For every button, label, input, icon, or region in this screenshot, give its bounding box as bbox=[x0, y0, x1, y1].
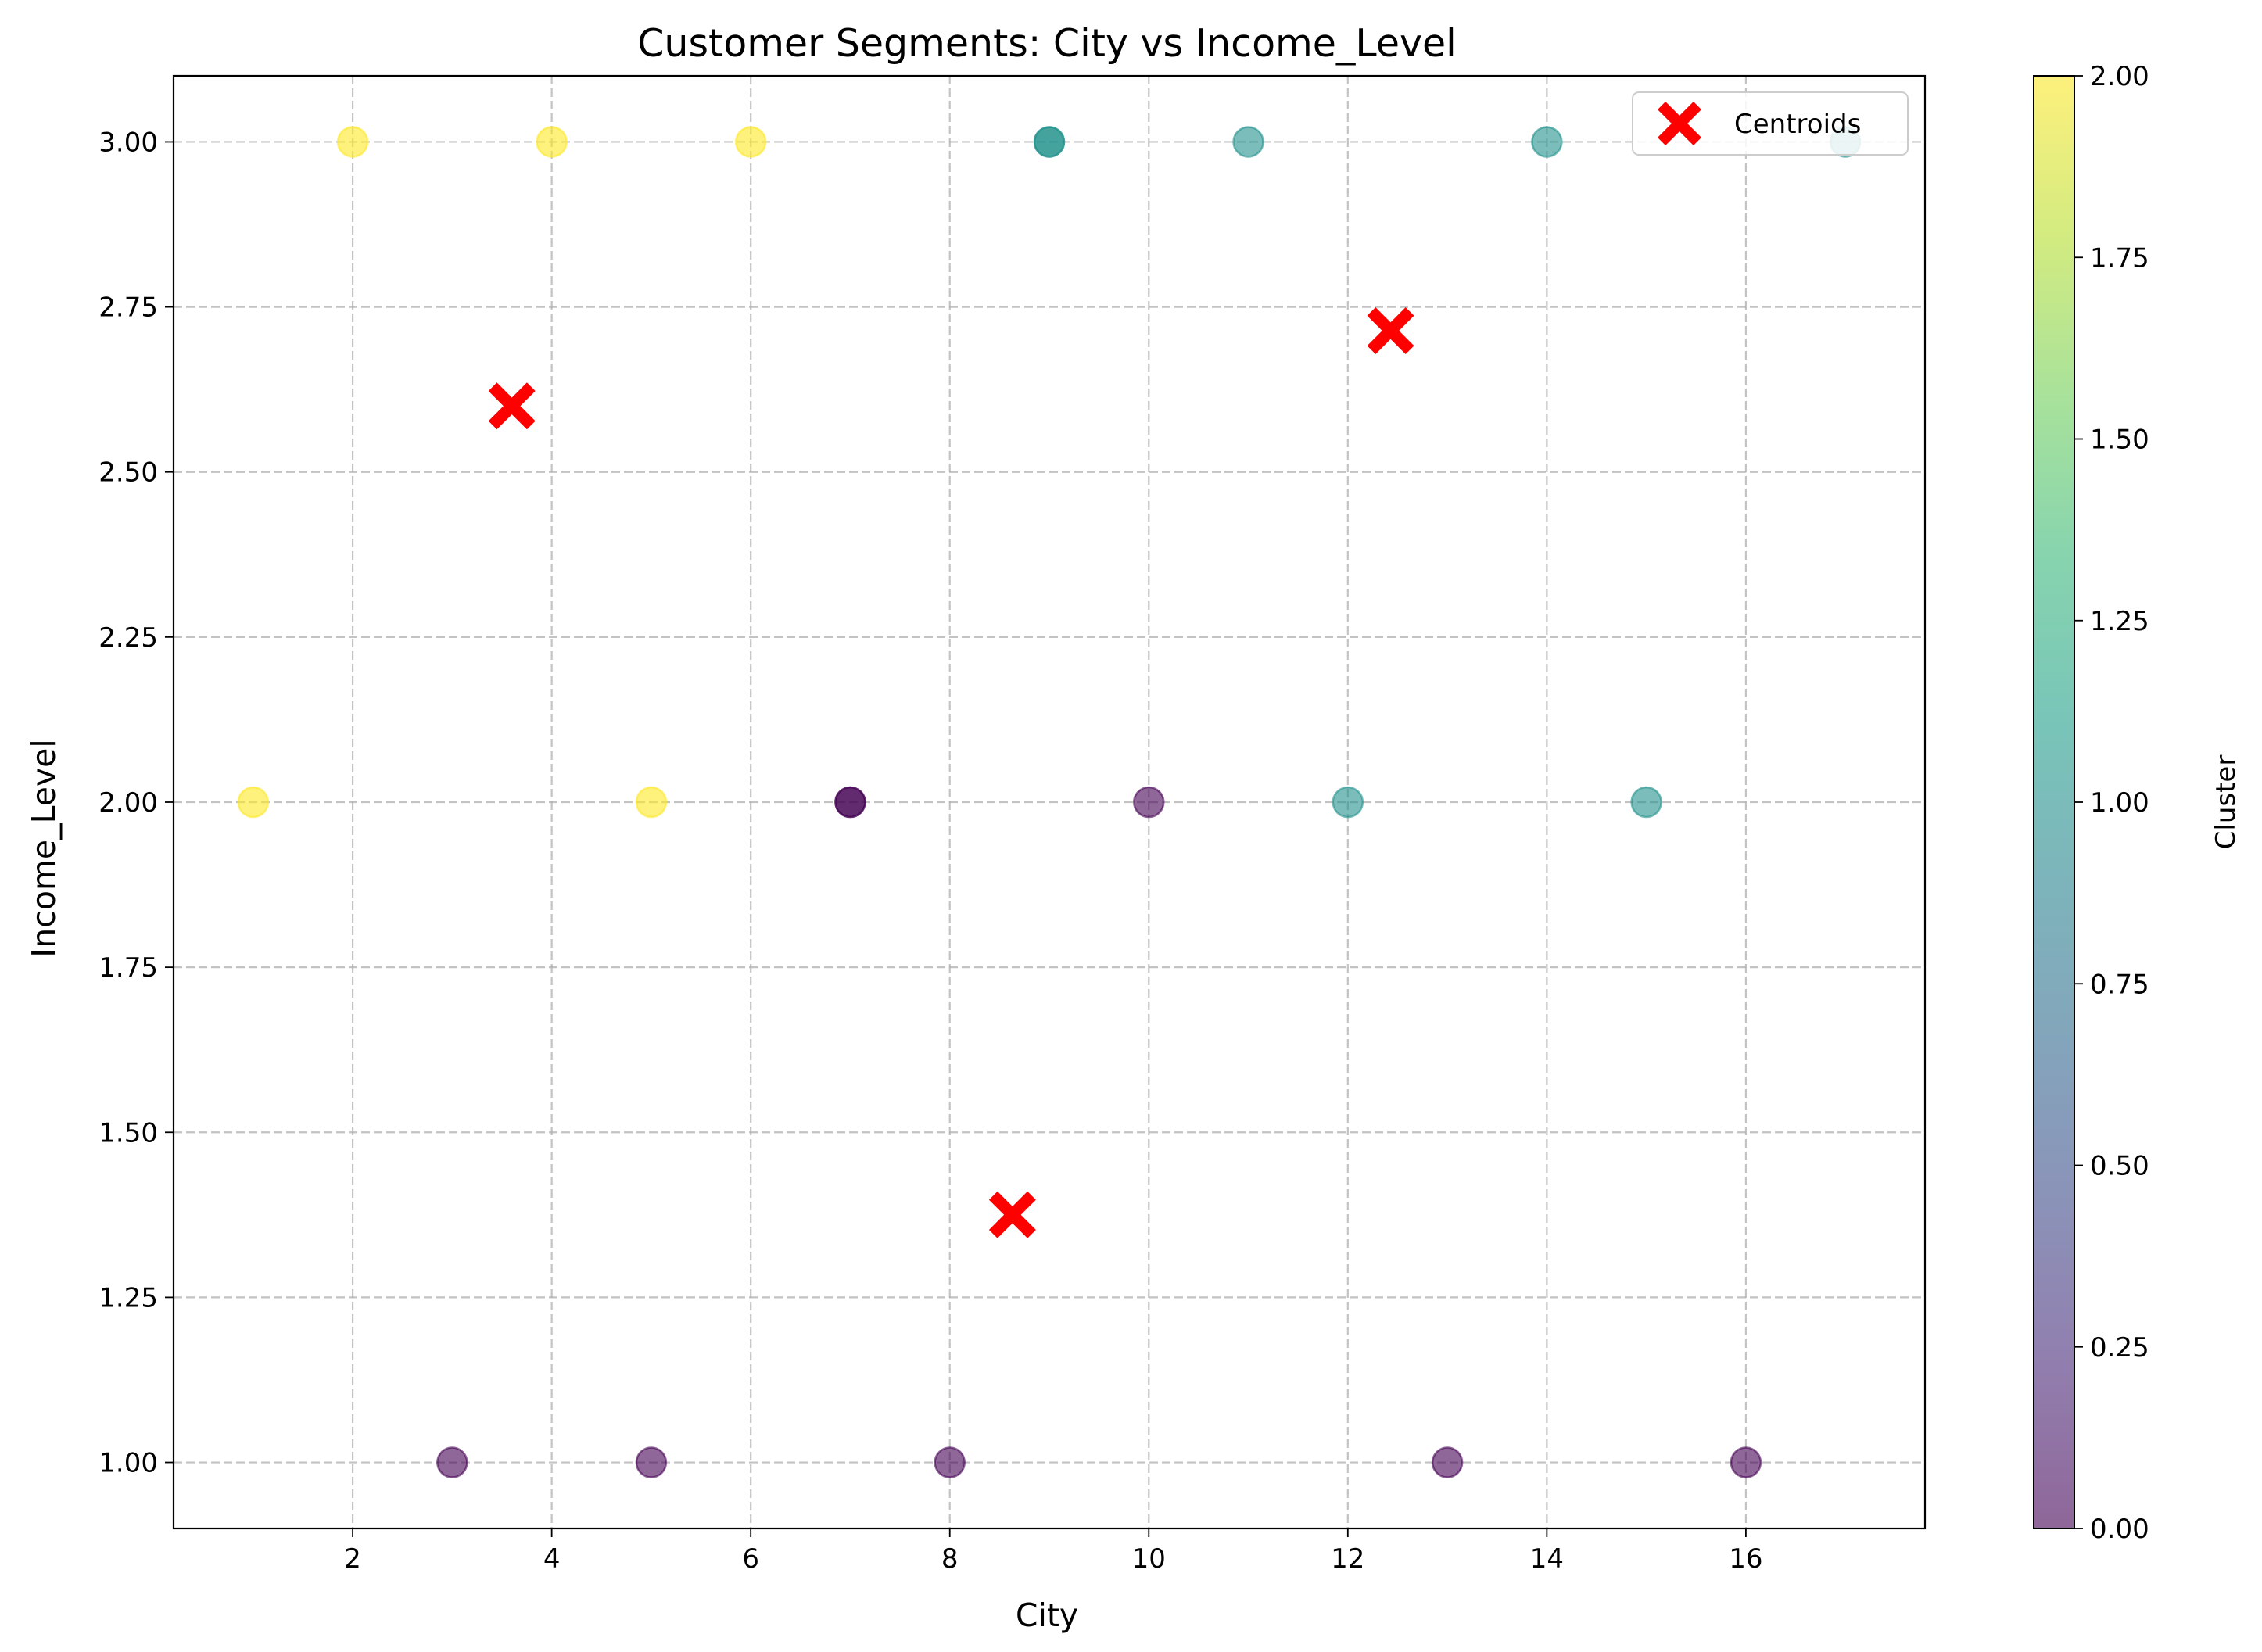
colorbar-tick-label: 1.00 bbox=[2090, 787, 2149, 819]
data-point bbox=[1033, 126, 1066, 158]
data-point bbox=[336, 126, 369, 158]
x-tick-label: 8 bbox=[941, 1543, 959, 1575]
y-tick-label: 1.75 bbox=[99, 952, 158, 984]
data-point bbox=[635, 1446, 668, 1478]
y-tick-label: 2.50 bbox=[99, 457, 158, 489]
y-tick-label: 2.75 bbox=[99, 292, 158, 324]
colorbar-gradient bbox=[2033, 75, 2075, 1529]
x-axis-label: City bbox=[1016, 1596, 1078, 1634]
data-point bbox=[1133, 786, 1165, 819]
colorbar-tick-label: 0.25 bbox=[2090, 1332, 2149, 1364]
centroid-marker bbox=[1367, 307, 1414, 354]
data-point bbox=[237, 786, 270, 819]
colorbar-tick-label: 1.25 bbox=[2090, 606, 2149, 637]
data-point bbox=[1431, 1446, 1464, 1478]
y-tick-label: 1.25 bbox=[99, 1282, 158, 1313]
data-point bbox=[436, 1446, 468, 1478]
colorbar-tick-label: 1.75 bbox=[2090, 242, 2149, 274]
colorbar-tick-label: 1.50 bbox=[2090, 425, 2149, 456]
x-tick-label: 12 bbox=[1331, 1543, 1364, 1575]
y-tick-label: 2.25 bbox=[99, 622, 158, 654]
x-tick-label: 14 bbox=[1530, 1543, 1564, 1575]
data-point bbox=[635, 786, 668, 819]
data-point bbox=[1531, 126, 1563, 158]
colorbar-ticks: 0.00 0.25 0.50 0.75 1.00 1.25 1.50 1.75 2.00 bbox=[2074, 61, 2149, 1545]
colorbar-tick-label: 0.75 bbox=[2090, 969, 2149, 1000]
legend: Centroids bbox=[1632, 91, 1909, 156]
y-tick-label: 1.50 bbox=[99, 1117, 158, 1149]
legend-centroid-icon bbox=[1658, 102, 1701, 145]
data-point bbox=[536, 126, 568, 158]
colorbar-tick-label: 0.50 bbox=[2090, 1151, 2149, 1182]
legend-box bbox=[1632, 91, 1909, 156]
y-tick-label: 3.00 bbox=[99, 127, 158, 158]
centroid-marker bbox=[488, 382, 536, 430]
x-tick-label: 10 bbox=[1132, 1543, 1166, 1575]
data-point bbox=[1332, 786, 1364, 819]
colorbar-label: Cluster bbox=[2210, 755, 2242, 850]
x-tick-label: 4 bbox=[543, 1543, 561, 1575]
x-tick-label: 16 bbox=[1729, 1543, 1762, 1575]
data-point bbox=[834, 786, 866, 819]
plot-area: 2 4 6 8 10 12 14 16 1.00 1.25 1.50 1.75 2.00 2.25 2.50… bbox=[99, 74, 1927, 1575]
y-axis-label: Income_Level bbox=[25, 739, 63, 958]
x-tick-label: 2 bbox=[344, 1543, 361, 1575]
x-tick-label: 6 bbox=[742, 1543, 759, 1575]
colorbar-tick-label: 2.00 bbox=[2090, 61, 2149, 92]
data-point bbox=[934, 1446, 966, 1478]
chart-title: Customer Segments: City vs Income_Level bbox=[637, 21, 1457, 66]
centroid-marker bbox=[988, 1191, 1036, 1238]
data-point bbox=[1232, 126, 1264, 158]
data-point bbox=[734, 126, 767, 158]
legend-label-centroids: Centroids bbox=[1734, 109, 1861, 140]
axes-frame bbox=[172, 74, 1927, 1530]
data-point bbox=[1630, 786, 1662, 819]
colorbar: 0.00 0.25 0.50 0.75 1.00 1.25 1.50 1.75 2.00 Clu… bbox=[2033, 61, 2242, 1545]
y-tick-label: 2.00 bbox=[99, 787, 158, 819]
colorbar-tick-label: 0.00 bbox=[2090, 1514, 2149, 1545]
legend-centroid-marker bbox=[1658, 102, 1701, 145]
y-tick-label: 1.00 bbox=[99, 1448, 158, 1479]
data-point bbox=[1730, 1446, 1762, 1478]
